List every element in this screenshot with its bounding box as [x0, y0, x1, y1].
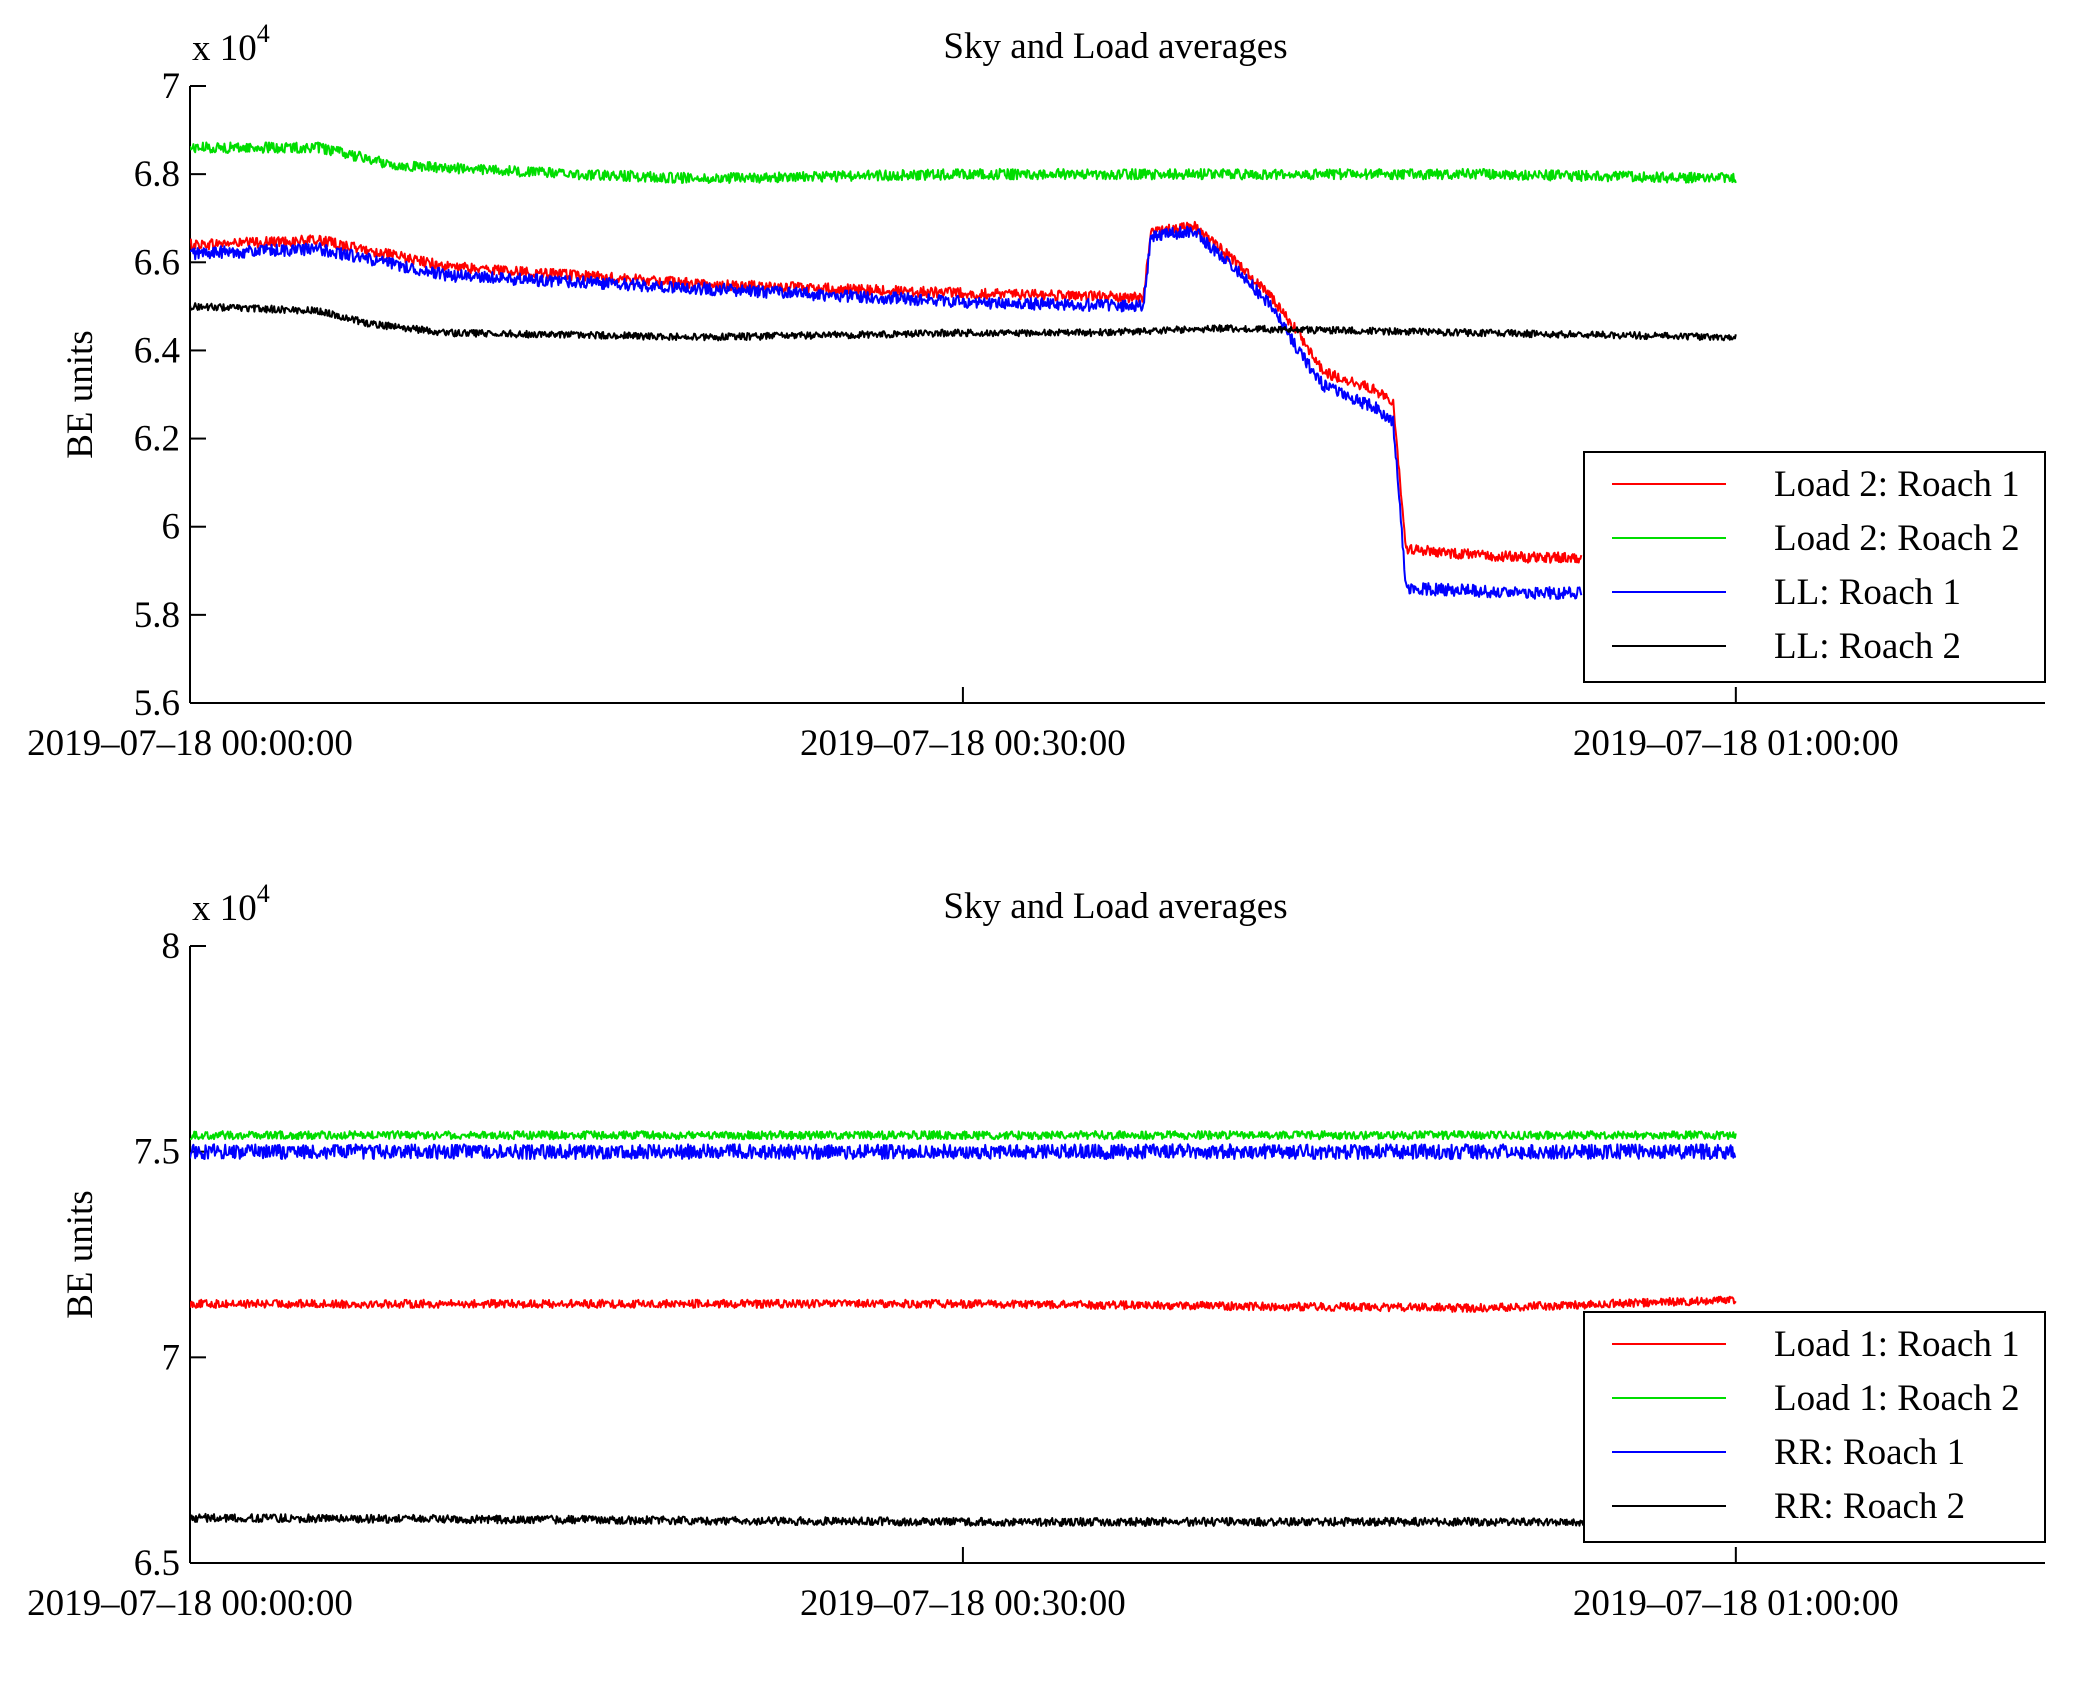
legend-entry: Load 2: Roach 2 — [1774, 518, 2020, 559]
y-tick-label: 6.6 — [134, 242, 180, 283]
y-multiplier: x 104 — [192, 19, 270, 69]
legend-entry: Load 1: Roach 2 — [1774, 1378, 2020, 1419]
legend-box — [1583, 451, 2046, 683]
chart-bottom: Sky and Load averages x 104 BE units 8 7.5 7 6… — [27, 879, 2046, 1624]
series-line-4 — [190, 302, 1737, 342]
legend: Load 1: Roach 1 Load 1: Roach 2 RR: Roach … — [1583, 1311, 2046, 1543]
legend-entry: Load 2: Roach 1 — [1774, 464, 2020, 505]
y-multiplier: x 104 — [192, 879, 270, 929]
series-group — [190, 1130, 1737, 1527]
x-tick-label: 2019–07–18 00:30:00 — [800, 1583, 1126, 1624]
x-tick-label: 2019–07–18 01:00:00 — [1573, 1583, 1899, 1624]
y-tick-label: 7 — [162, 1337, 181, 1378]
legend-entry: LL: Roach 1 — [1774, 572, 1961, 613]
y-tick-label: 8 — [162, 926, 181, 967]
legend-box — [1583, 1311, 2046, 1543]
series-line-2 — [190, 1130, 1737, 1141]
y-multiplier-exponent: 4 — [257, 19, 270, 48]
chart-title: Sky and Load averages — [943, 886, 1287, 927]
y-tick-label: 6.8 — [134, 154, 180, 195]
y-tick-label: 6.4 — [134, 330, 180, 371]
series-line-3 — [190, 1143, 1737, 1161]
y-tick-label: 7.5 — [134, 1132, 180, 1173]
y-tick-label: 6.2 — [134, 419, 180, 460]
y-tick-label: 6 — [162, 507, 181, 548]
legend-entry: RR: Roach 1 — [1774, 1432, 1965, 1473]
legend: Load 2: Roach 1 Load 2: Roach 2 LL: Roach … — [1583, 451, 2046, 683]
x-tick-label: 2019–07–18 00:30:00 — [800, 723, 1126, 764]
y-tick-label: 5.6 — [134, 683, 180, 724]
series-line-2 — [190, 141, 1737, 184]
series-line-3 — [190, 225, 1583, 600]
chart-title: Sky and Load averages — [943, 26, 1287, 67]
legend-entry: Load 1: Roach 1 — [1774, 1324, 2020, 1365]
x-tick-label: 2019–07–18 01:00:00 — [1573, 723, 1899, 764]
y-axis-label: BE units — [60, 330, 101, 459]
legend-entry: RR: Roach 2 — [1774, 1486, 1965, 1527]
y-axis-label: BE units — [60, 1190, 101, 1319]
y-multiplier-exponent: 4 — [257, 879, 270, 908]
series-line-4 — [190, 1512, 1737, 1527]
x-tick-label: 2019–07–18 00:00:00 — [27, 1583, 353, 1624]
y-tick-label: 7 — [162, 66, 181, 107]
chart-top: Sky and Load averages x 104 BE units 7 6.8 6.… — [27, 19, 2046, 764]
x-tick-label: 2019–07–18 00:00:00 — [27, 723, 353, 764]
series-line-1 — [190, 220, 1583, 564]
series-group — [190, 141, 1737, 600]
y-tick-label: 6.5 — [134, 1543, 180, 1584]
series-line-1 — [190, 1295, 1737, 1313]
y-tick-label: 5.8 — [134, 595, 180, 636]
legend-entry: LL: Roach 2 — [1774, 626, 1961, 667]
